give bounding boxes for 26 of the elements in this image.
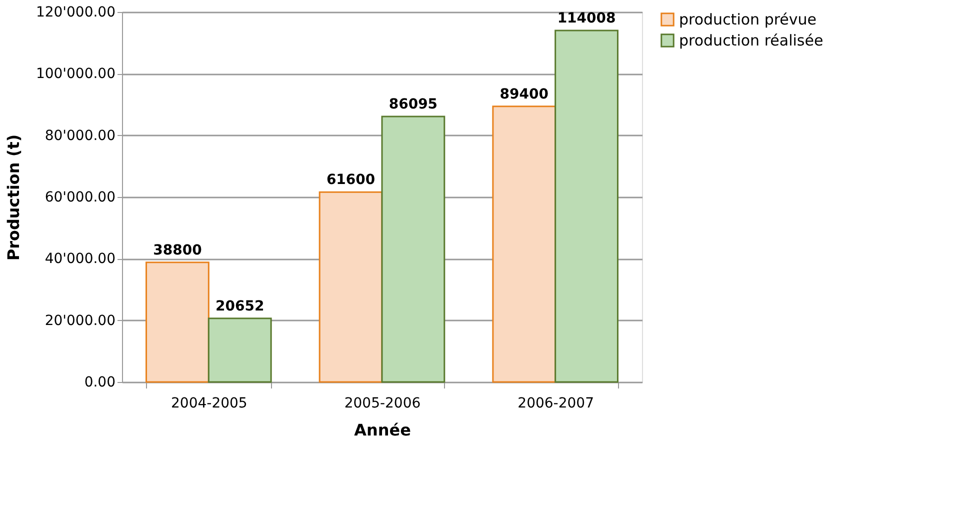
- legend-label: production prévue: [679, 10, 817, 28]
- data-label: 86095: [388, 96, 438, 113]
- y-tick-label: 40'000.00: [44, 251, 116, 268]
- bar: [554, 30, 618, 383]
- bar: [318, 191, 383, 383]
- bar: [146, 262, 210, 383]
- bar: [381, 116, 446, 383]
- y-tick-label: 20'000.00: [44, 312, 116, 329]
- data-label: 114008: [557, 10, 616, 26]
- data-label: 89400: [500, 86, 549, 102]
- x-axis-title: Année: [354, 420, 412, 440]
- data-label: 38800: [153, 242, 202, 258]
- y-tick-label: 60'000.00: [44, 190, 116, 206]
- bar: [208, 318, 272, 383]
- legend-label: production réalisée: [679, 32, 824, 50]
- y-tick-label: 0.00: [84, 374, 116, 390]
- x-tick-label: 2004-2005: [171, 396, 248, 412]
- x-tick-label: 2005-2006: [344, 396, 421, 412]
- y-axis-title: Production (t): [4, 134, 23, 261]
- x-tick-label: 2006-2007: [518, 396, 594, 412]
- y-tick-label: 120'000.00: [36, 4, 116, 20]
- data-label: 61600: [326, 172, 376, 188]
- y-tick-label: 100'000.00: [36, 66, 116, 82]
- bar: [492, 106, 556, 383]
- y-tick-label: 80'000.00: [44, 128, 116, 144]
- data-label: 20652: [216, 298, 264, 314]
